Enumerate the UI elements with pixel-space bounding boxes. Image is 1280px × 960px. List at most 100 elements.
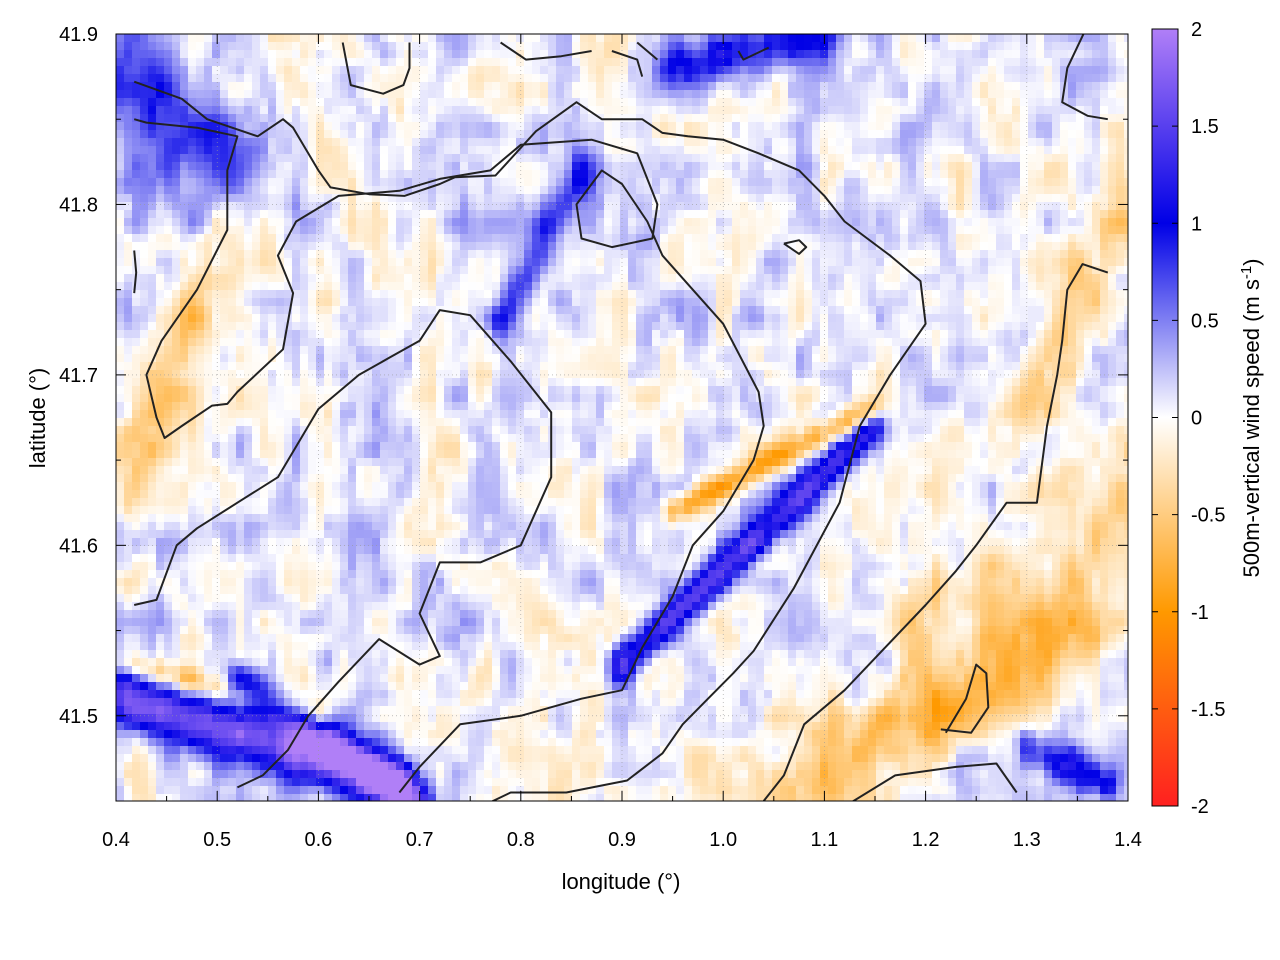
heatmap-cell: [468, 770, 477, 779]
heatmap-cell: [380, 634, 389, 643]
heatmap-cell: [284, 386, 293, 395]
heatmap-cell: [292, 594, 301, 603]
heatmap-cell: [180, 578, 189, 587]
heatmap-cell: [284, 578, 293, 587]
heatmap-cell: [148, 90, 157, 99]
heatmap-cell: [172, 466, 181, 475]
heatmap-cell: [164, 754, 173, 763]
heatmap-cell: [404, 322, 413, 331]
heatmap-cell: [140, 314, 149, 323]
heatmap-cell: [316, 522, 325, 531]
heatmap-cell: [292, 282, 301, 291]
heatmap-cell: [220, 418, 229, 427]
heatmap-cell: [204, 650, 213, 659]
heatmap-cell: [316, 626, 325, 635]
heatmap-cell: [260, 122, 269, 131]
heatmap-cell: [420, 242, 429, 251]
heatmap-cell: [516, 442, 525, 451]
heatmap-cell: [372, 154, 381, 163]
heatmap-cell: [468, 506, 477, 515]
heatmap-cell: [308, 426, 317, 435]
heatmap-cell: [164, 442, 173, 451]
heatmap-cell: [444, 594, 453, 603]
heatmap-cell: [516, 570, 525, 579]
heatmap-cell: [452, 242, 461, 251]
heatmap-cell: [372, 690, 381, 699]
heatmap-cell: [388, 634, 397, 643]
heatmap-cell: [308, 322, 317, 331]
heatmap-cell: [524, 386, 533, 395]
heatmap-cell: [252, 74, 261, 83]
heatmap-cell: [244, 538, 253, 547]
heatmap-cell: [180, 370, 189, 379]
heatmap-cell: [252, 338, 261, 347]
heatmap-cell: [380, 122, 389, 131]
heatmap-cell: [372, 746, 381, 755]
heatmap-cell: [292, 538, 301, 547]
heatmap-cell: [468, 66, 477, 75]
heatmap-cell: [212, 642, 221, 651]
heatmap-cell: [348, 418, 357, 427]
heatmap-cell: [380, 42, 389, 51]
heatmap-cell: [124, 762, 133, 771]
heatmap-cell: [524, 482, 533, 491]
heatmap-cell: [340, 562, 349, 571]
heatmap-cell: [116, 346, 125, 355]
heatmap-cell: [300, 122, 309, 131]
heatmap-cell: [444, 218, 453, 227]
heatmap-cell: [212, 722, 221, 731]
heatmap-cell: [180, 42, 189, 51]
heatmap-cell: [268, 482, 277, 491]
heatmap-cell: [276, 226, 285, 235]
heatmap-cell: [228, 666, 237, 675]
heatmap-cell: [124, 450, 133, 459]
heatmap-cell: [356, 450, 365, 459]
heatmap-cell: [164, 706, 173, 715]
heatmap-cell: [396, 698, 405, 707]
heatmap-cell: [372, 378, 381, 387]
heatmap-cell: [348, 794, 357, 801]
heatmap-cell: [284, 74, 293, 83]
heatmap-cell: [292, 322, 301, 331]
heatmap-cell: [412, 394, 421, 403]
heatmap-cell: [172, 290, 181, 299]
heatmap-cell: [412, 122, 421, 131]
heatmap-cell: [164, 378, 173, 387]
heatmap-cell: [468, 466, 477, 475]
heatmap-cell: [460, 42, 469, 51]
heatmap-cell: [164, 306, 173, 315]
heatmap-cell: [452, 106, 461, 115]
heatmap-cell: [388, 130, 397, 139]
heatmap-cell: [372, 474, 381, 483]
heatmap-cell: [412, 410, 421, 419]
heatmap-cell: [396, 602, 405, 611]
heatmap-cell: [228, 162, 237, 171]
heatmap-cell: [412, 162, 421, 171]
heatmap-cell: [116, 306, 125, 315]
heatmap-cell: [524, 682, 533, 691]
heatmap-cell: [252, 650, 261, 659]
heatmap-cell: [468, 322, 477, 331]
heatmap-cell: [468, 290, 477, 299]
heatmap-cell: [484, 482, 493, 491]
heatmap-cell: [124, 434, 133, 443]
heatmap-cell: [404, 594, 413, 603]
heatmap-cell: [148, 74, 157, 83]
heatmap-cell: [476, 474, 485, 483]
heatmap-cell: [484, 274, 493, 283]
heatmap-cell: [204, 106, 213, 115]
heatmap-cell: [444, 738, 453, 747]
heatmap-cell: [460, 562, 469, 571]
heatmap-cell: [468, 530, 477, 539]
heatmap-cell: [268, 674, 277, 683]
heatmap-cell: [236, 754, 245, 763]
heatmap-cell: [388, 426, 397, 435]
heatmap-cell: [348, 714, 357, 723]
heatmap-cell: [276, 122, 285, 131]
heatmap-cell: [148, 298, 157, 307]
heatmap-cell: [508, 778, 517, 787]
heatmap-cell: [340, 306, 349, 315]
heatmap-cell: [180, 506, 189, 515]
heatmap-cell: [292, 642, 301, 651]
heatmap-cell: [124, 290, 133, 299]
